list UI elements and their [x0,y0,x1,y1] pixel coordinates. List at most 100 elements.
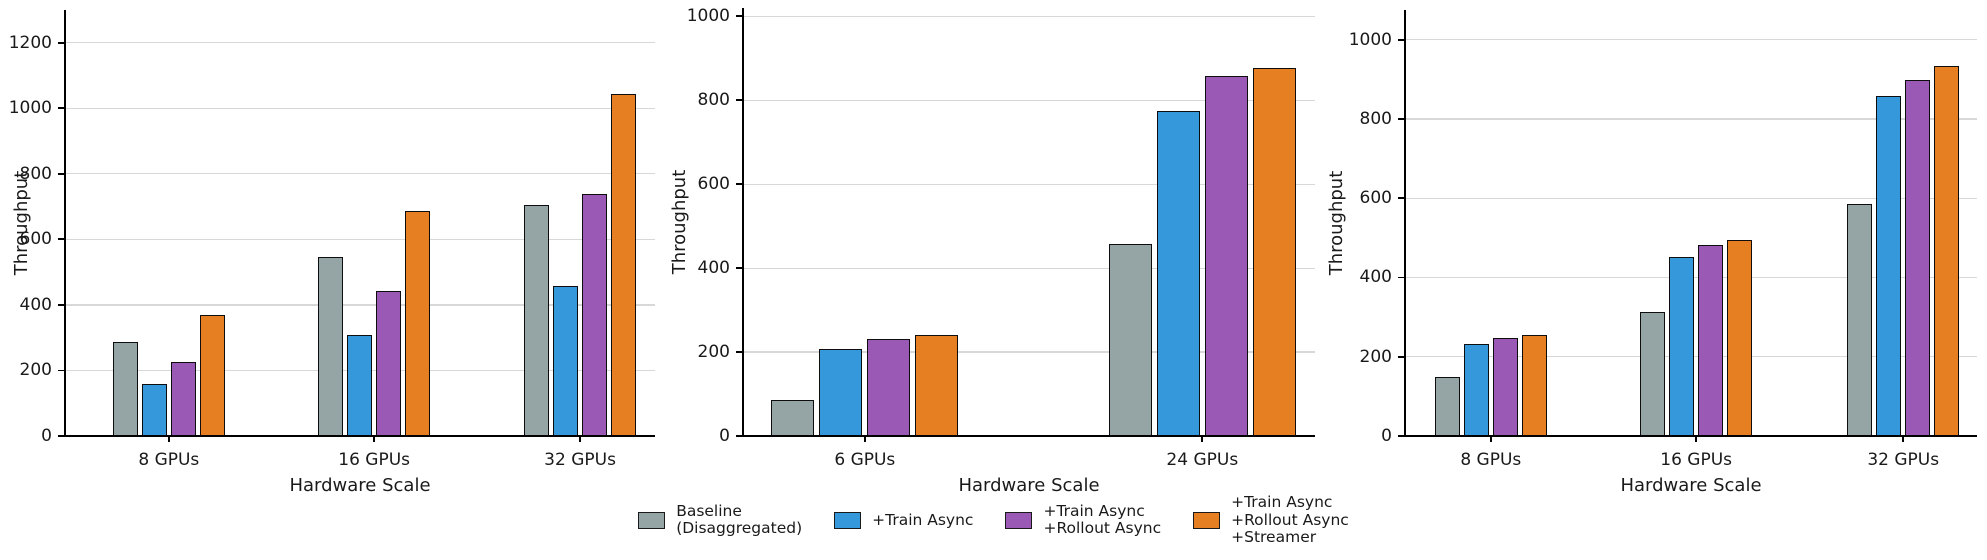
bar-8-gpus-series-2 [170,361,196,436]
y-gridline [743,99,1315,101]
bar-16-gpus-series-0 [1640,312,1666,436]
bar-8-gpus-series-0 [1434,376,1460,436]
y-tick-label: 200 [19,360,52,381]
x-axis-label: Hardware Scale [289,475,431,496]
y-tick-label: 200 [697,342,730,363]
bar-6-gpus-series-2 [867,338,911,436]
x-axis-spine [1404,435,1977,437]
y-gridline [65,42,655,44]
legend-item-2: +Train Async +Rollout Async [1005,501,1162,538]
y-gridline [65,238,655,241]
y-tick-label: 400 [1359,267,1392,288]
legend-label-3: +Train Async +Rollout Async +Streamer [1231,493,1349,546]
x-tick-label: 24 GPUs [1166,450,1239,470]
y-tick-label: 1000 [1348,29,1392,50]
legend-swatch-1 [834,511,862,529]
y-tick-mark [736,183,743,186]
x-axis-label: Hardware Scale [958,475,1100,496]
x-tick-mark [1201,436,1204,442]
bar-6-gpus-series-1 [819,349,863,436]
x-tick-label: 6 GPUs [834,450,896,470]
bar-8-gpus-series-3 [199,315,225,436]
bar-8-gpus-series-1 [141,383,167,436]
y-tick-mark [58,369,65,372]
y-tick-label: 600 [697,174,730,195]
y-tick-label: 0 [1381,426,1392,446]
bar-24-gpus-series-1 [1156,110,1200,436]
y-tick-mark [1398,38,1405,41]
legend-swatch-2 [1005,511,1033,529]
y-axis-label: Throughput [669,169,690,275]
bar-32-gpus-series-2 [1905,80,1931,436]
y-tick-mark [1398,197,1405,200]
y-tick-mark [1398,118,1405,120]
bar-16-gpus-series-3 [1727,240,1753,436]
y-tick-mark [1398,435,1405,437]
y-tick-label: 1000 [686,6,730,27]
y-tick-mark [58,304,65,306]
bar-16-gpus-series-1 [347,335,373,436]
y-axis-spine [1404,10,1406,437]
bar-32-gpus-series-2 [582,193,608,436]
y-tick-mark [736,267,743,270]
bar-6-gpus-series-3 [915,335,959,436]
x-tick-label: 8 GPUs [138,450,200,470]
y-tick-mark [58,238,65,241]
bar-8-gpus-series-2 [1492,337,1518,436]
bar-24-gpus-series-2 [1204,75,1248,436]
bar-32-gpus-series-3 [1934,66,1960,436]
y-tick-label: 800 [1359,108,1392,129]
y-tick-label: 600 [1359,188,1392,209]
y-axis-spine [742,8,744,437]
legend-swatch-3 [1193,511,1221,529]
y-tick-mark [736,435,743,437]
legend-label-2: +Train Async +Rollout Async [1043,501,1162,538]
bar-8-gpus-series-3 [1521,334,1547,436]
bar-16-gpus-series-2 [1698,244,1724,436]
x-tick-mark [579,436,581,442]
y-tick-label: 600 [19,229,52,250]
y-tick-label: 400 [697,258,730,279]
y-gridline [743,15,1315,18]
x-tick-mark [373,436,376,442]
y-tick-mark [58,435,65,437]
bar-32-gpus-series-3 [611,94,637,436]
bar-8-gpus-series-1 [1463,343,1489,436]
y-tick-label: 0 [719,426,730,446]
legend-label-0: Baseline (Disaggregated) [676,501,803,538]
y-tick-label: 200 [1359,346,1392,367]
y-tick-mark [736,351,743,353]
bar-32-gpus-series-1 [1876,95,1902,436]
y-tick-label: 400 [19,294,52,315]
x-axis-spine [742,435,1315,437]
y-axis-spine [64,10,66,437]
y-gridline [1405,118,1977,120]
x-axis-label: Hardware Scale [1620,475,1762,496]
bar-32-gpus-series-1 [553,285,579,436]
y-gridline [743,351,1315,353]
y-gridline [1405,197,1977,199]
x-tick-mark [863,436,866,442]
x-tick-label: 16 GPUs [1660,450,1733,470]
y-gridline [65,304,655,306]
legend-item-3: +Train Async +Rollout Async +Streamer [1193,493,1349,547]
legend-swatch-0 [638,511,666,529]
y-tick-mark [58,172,65,175]
chart-legend: Baseline (Disaggregated) +Train Async +Tra… [0,493,1987,547]
y-tick-label: 0 [41,426,52,446]
x-tick-mark [167,436,170,442]
y-gridline [743,267,1315,269]
x-tick-mark [1695,436,1698,442]
bar-16-gpus-series-1 [1669,256,1695,436]
y-gridline [1405,39,1977,41]
y-tick-mark [1398,355,1405,358]
bar-32-gpus-series-0 [1847,204,1873,436]
bar-32-gpus-series-0 [524,205,550,436]
y-gridline [65,107,655,109]
x-tick-mark [1489,436,1492,442]
y-axis-label: Throughput [1326,170,1347,276]
bar-8-gpus-series-0 [112,341,138,436]
y-gridline [65,173,655,175]
bar-16-gpus-series-0 [318,256,344,436]
